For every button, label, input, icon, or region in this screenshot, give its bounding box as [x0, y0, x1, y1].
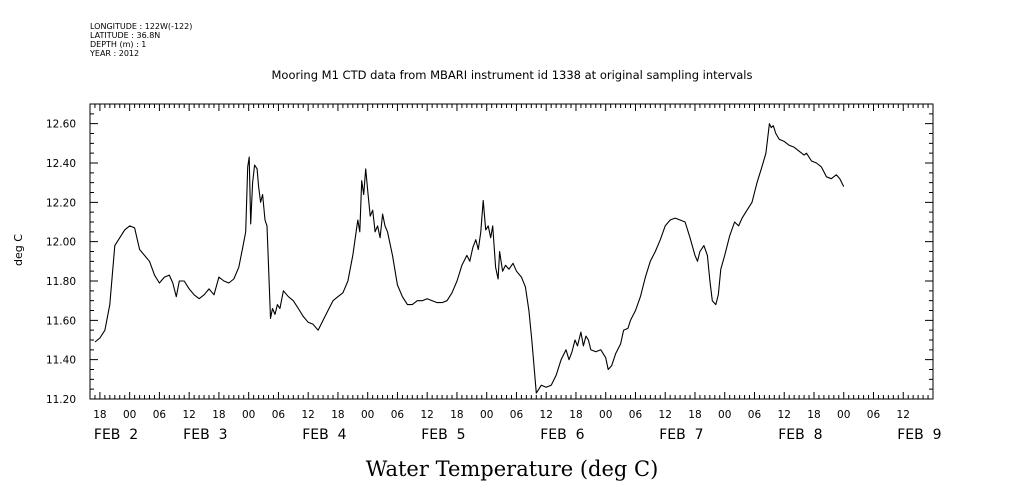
x-day-label: FEB 8	[778, 427, 822, 443]
metadata-longitude: LONGITUDE : 122W(-122)	[90, 22, 192, 31]
x-tick-label: 12	[302, 409, 315, 421]
series-line-temperature	[94, 123, 845, 394]
x-tick-label: 00	[718, 409, 731, 421]
x-axis-label: Water Temperature (deg C)	[366, 457, 659, 481]
y-tick-label: 11.40	[46, 355, 76, 367]
x-tick-label: 18	[450, 409, 463, 421]
x-day-labels: FEB 2 FEB 3 FEB 4 FEB 5 FEB 6 FEB 7 FEB 8 FEB 9	[94, 427, 942, 443]
metadata-year: YEAR : 2012	[89, 49, 139, 58]
x-tick-label: 00	[361, 409, 374, 421]
x-day-label: FEB 7	[659, 427, 703, 443]
y-tick-label: 12.20	[46, 197, 76, 209]
x-tick-label: 18	[688, 409, 701, 421]
x-tick-label: 06	[748, 409, 762, 421]
x-tick-label: 00	[242, 409, 255, 421]
x-tick-label: 00	[599, 409, 612, 421]
x-tick-label: 12	[659, 409, 672, 421]
x-tick-label: 06	[153, 409, 167, 421]
x-tick-label: 06	[510, 409, 524, 421]
x-tick-label: 00	[123, 409, 136, 421]
y-tick-label: 12.60	[46, 119, 76, 131]
axis-tick-marks	[89, 103, 934, 400]
y-tick-label: 12.40	[46, 158, 76, 170]
x-day-label: FEB 2	[94, 427, 138, 443]
x-tick-label: 06	[391, 409, 405, 421]
x-tick-label: 12	[540, 409, 553, 421]
x-day-label: FEB 6	[540, 427, 584, 443]
x-tick-label: 18	[212, 409, 225, 421]
x-tick-label: 00	[480, 409, 493, 421]
y-axis-label: deg C	[12, 234, 25, 266]
x-day-label: FEB 3	[183, 427, 227, 443]
x-tick-label: 00	[837, 409, 850, 421]
metadata-latitude: LATITUDE : 36.8N	[90, 31, 160, 40]
y-tick-label: 12.00	[46, 237, 76, 249]
x-tick-label: 18	[93, 409, 106, 421]
y-tick-label: 11.80	[46, 276, 76, 288]
x-tick-label: 18	[569, 409, 582, 421]
x-tick-label: 12	[421, 409, 434, 421]
y-tick-label: 11.60	[46, 315, 76, 327]
plot-frame	[89, 103, 934, 400]
metadata-depth: DEPTH (m) : 1	[90, 40, 146, 49]
x-tick-label: 18	[331, 409, 344, 421]
x-tick-label: 12	[182, 409, 195, 421]
chart-title: Mooring M1 CTD data from MBARI instrumen…	[272, 68, 753, 82]
x-day-label: FEB 4	[302, 427, 346, 443]
x-day-label: FEB 5	[421, 427, 465, 443]
axis-ticks	[89, 103, 934, 400]
x-tick-label: 06	[867, 409, 881, 421]
x-day-label: FEB 9	[897, 427, 941, 443]
x-tick-label: 12	[897, 409, 910, 421]
y-tick-label: 11.20	[46, 394, 76, 406]
x-tick-label: 06	[629, 409, 643, 421]
x-tick-label: 06	[272, 409, 286, 421]
metadata-block: LONGITUDE : 122W(-122) LATITUDE : 36.8N …	[89, 22, 192, 58]
x-tick-label: 18	[807, 409, 820, 421]
series-layer	[94, 123, 845, 394]
y-tick-labels: 11.20 11.40 11.60 11.80 12.00 12.20 12.40 12.60	[46, 119, 76, 406]
x-tick-labels: 18 00 06 12 18 00 06 12 18 00 06 12 18 00 06 12 18 00 06 12…	[93, 409, 910, 421]
x-tick-label: 12	[778, 409, 791, 421]
